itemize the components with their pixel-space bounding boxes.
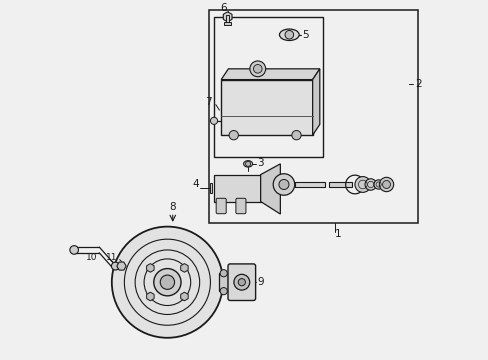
Text: 8: 8 [169,202,176,212]
Bar [221,80,312,135]
Circle shape [233,274,249,290]
Circle shape [160,275,174,289]
Bar [225,15,229,24]
Text: 9: 9 [257,277,263,287]
Circle shape [273,174,294,195]
Bar [224,22,230,25]
Text: 6: 6 [220,3,227,13]
Text: 11: 11 [106,253,118,262]
Polygon shape [260,164,280,214]
Text: 2: 2 [414,79,421,89]
Circle shape [70,246,78,254]
Text: 7: 7 [205,97,212,107]
Ellipse shape [279,29,299,41]
Text: 3: 3 [257,158,263,168]
Bar [208,10,418,223]
Bar [210,183,212,193]
Bar [214,175,260,202]
FancyBboxPatch shape [227,264,255,301]
Circle shape [379,177,393,192]
Circle shape [278,180,288,189]
Circle shape [111,262,119,270]
Circle shape [382,180,389,188]
Circle shape [153,269,181,296]
Bar [328,182,351,186]
Ellipse shape [243,161,252,167]
Text: 1: 1 [334,229,341,239]
Circle shape [228,131,238,140]
FancyBboxPatch shape [216,198,226,214]
Text: 5: 5 [301,30,308,40]
Circle shape [210,117,217,125]
Circle shape [245,161,250,166]
Circle shape [364,179,376,190]
Circle shape [354,177,370,192]
Circle shape [220,270,227,277]
Circle shape [291,131,301,140]
Circle shape [253,64,262,73]
Text: 10: 10 [86,253,97,262]
FancyBboxPatch shape [235,198,245,214]
Polygon shape [312,69,319,135]
Text: 4: 4 [192,180,199,189]
Bar [214,17,323,157]
Polygon shape [221,69,319,80]
Circle shape [285,31,293,39]
Circle shape [249,61,265,77]
Bar [219,273,228,291]
Circle shape [220,288,227,295]
Circle shape [238,279,245,286]
Circle shape [373,180,383,189]
Circle shape [112,226,223,338]
Bar [294,182,325,187]
